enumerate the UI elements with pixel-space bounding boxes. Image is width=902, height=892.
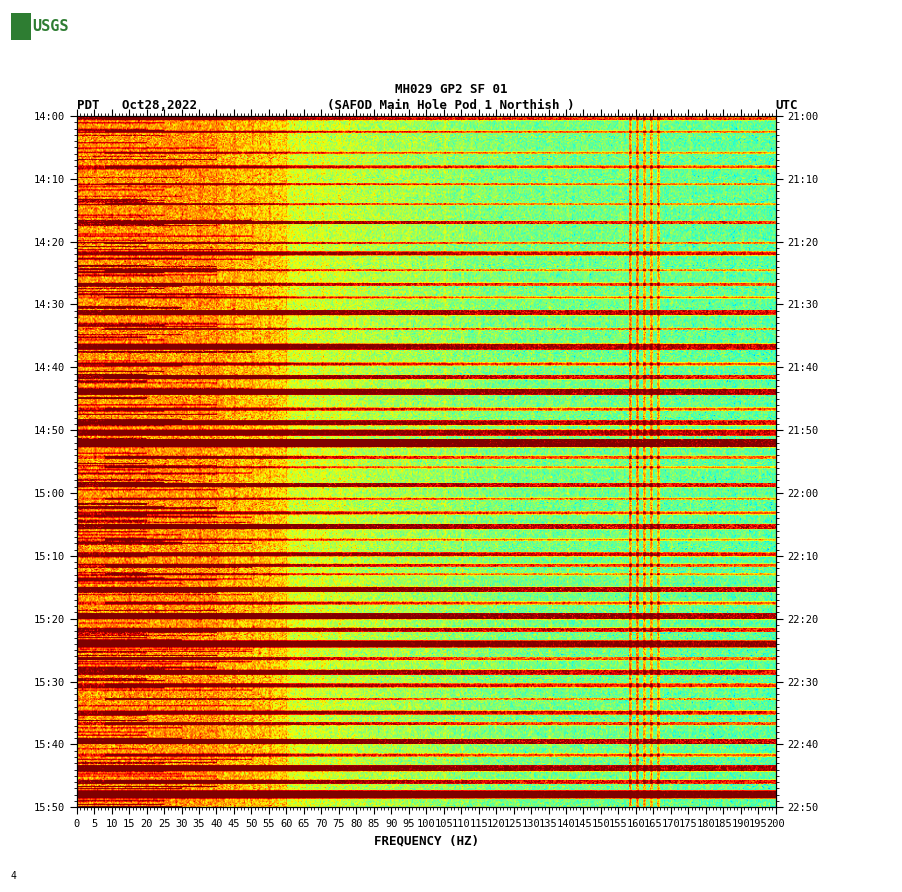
Text: USGS: USGS xyxy=(32,20,69,34)
Text: 4: 4 xyxy=(11,871,17,881)
Text: PDT   Oct28,2022: PDT Oct28,2022 xyxy=(77,99,197,112)
Text: MH029 GP2 SF 01: MH029 GP2 SF 01 xyxy=(395,83,507,95)
X-axis label: FREQUENCY (HZ): FREQUENCY (HZ) xyxy=(373,835,479,847)
Text: (SAFOD Main Hole Pod 1 Northish ): (SAFOD Main Hole Pod 1 Northish ) xyxy=(327,99,575,112)
Text: UTC: UTC xyxy=(776,99,798,112)
